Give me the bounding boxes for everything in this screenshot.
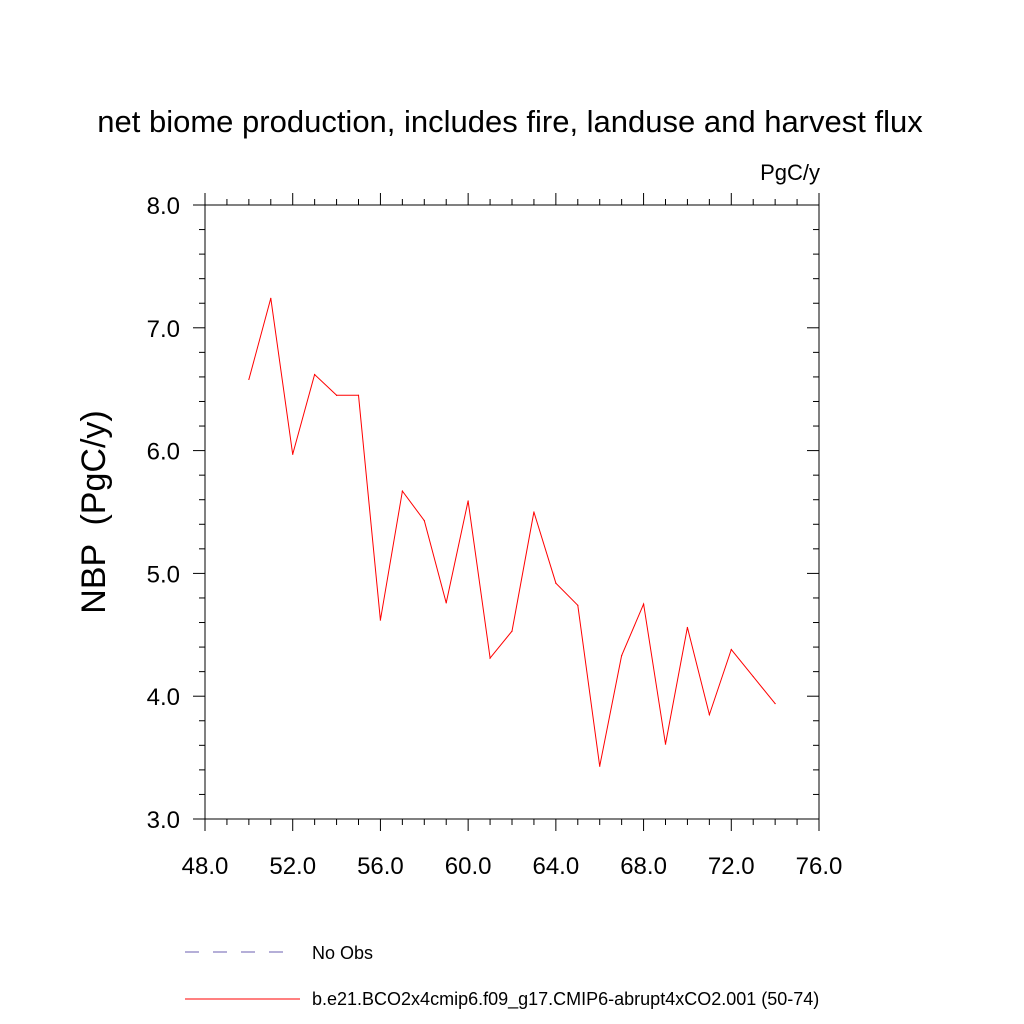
x-tick-label: 52.0 bbox=[269, 853, 316, 880]
data-point bbox=[445, 602, 447, 604]
data-point bbox=[379, 619, 382, 621]
data-point bbox=[555, 582, 557, 584]
x-tick-label: 68.0 bbox=[620, 853, 667, 880]
data-point bbox=[642, 603, 645, 605]
data-point bbox=[599, 765, 601, 767]
data-point bbox=[686, 626, 689, 629]
data-point bbox=[423, 519, 425, 522]
y-tick-label: 3.0 bbox=[147, 807, 180, 834]
x-tick-label: 64.0 bbox=[532, 853, 579, 880]
data-point bbox=[489, 657, 491, 659]
chart-title: net biome production, includes fire, lan… bbox=[97, 104, 923, 139]
data-point bbox=[577, 604, 579, 606]
x-tick-label: 60.0 bbox=[445, 853, 492, 880]
data-point bbox=[292, 453, 294, 455]
series-line bbox=[248, 298, 776, 767]
data-point bbox=[774, 702, 776, 705]
data-point bbox=[664, 743, 667, 745]
data-point bbox=[752, 675, 754, 678]
y-tick-label: 5.0 bbox=[147, 561, 180, 588]
axis-ticks bbox=[193, 193, 820, 831]
legend-label-no-obs: No Obs bbox=[312, 943, 373, 963]
y-tick-label: 4.0 bbox=[147, 684, 180, 711]
y-tick-label: 6.0 bbox=[147, 439, 180, 466]
data-point bbox=[511, 630, 513, 632]
series-group bbox=[248, 297, 776, 767]
data-point bbox=[533, 511, 535, 513]
data-point bbox=[401, 490, 403, 492]
x-tick-label: 72.0 bbox=[708, 853, 755, 880]
data-point bbox=[248, 378, 250, 380]
plot-frame bbox=[204, 204, 820, 820]
y-axis-label: NBP (PgC/y) bbox=[75, 410, 113, 613]
data-point bbox=[467, 500, 469, 502]
data-point bbox=[621, 655, 623, 657]
x-tick-label: 56.0 bbox=[357, 853, 404, 880]
legend: No Obs b.e21.BCO2x4cmip6.f09_g17.CMIP6-a… bbox=[185, 943, 819, 1010]
tick-labels: 48.0 52.0 56.0 60.0 64.0 68.0 72.0 76.0 3.0 4.0 5.… bbox=[147, 193, 843, 880]
legend-label-model: b.e21.BCO2x4cmip6.f09_g17.CMIP6-abrupt4x… bbox=[312, 989, 819, 1010]
y-tick-label: 7.0 bbox=[147, 316, 180, 343]
x-tick-label: 48.0 bbox=[182, 853, 229, 880]
data-point bbox=[357, 394, 360, 396]
x-tick-label: 76.0 bbox=[796, 853, 843, 880]
data-point bbox=[335, 394, 338, 396]
data-point bbox=[314, 373, 316, 376]
units-label: PgC/y bbox=[760, 160, 820, 185]
y-tick-label: 8.0 bbox=[147, 193, 180, 220]
data-point bbox=[730, 648, 732, 651]
data-point bbox=[708, 714, 710, 716]
data-point bbox=[270, 297, 272, 299]
